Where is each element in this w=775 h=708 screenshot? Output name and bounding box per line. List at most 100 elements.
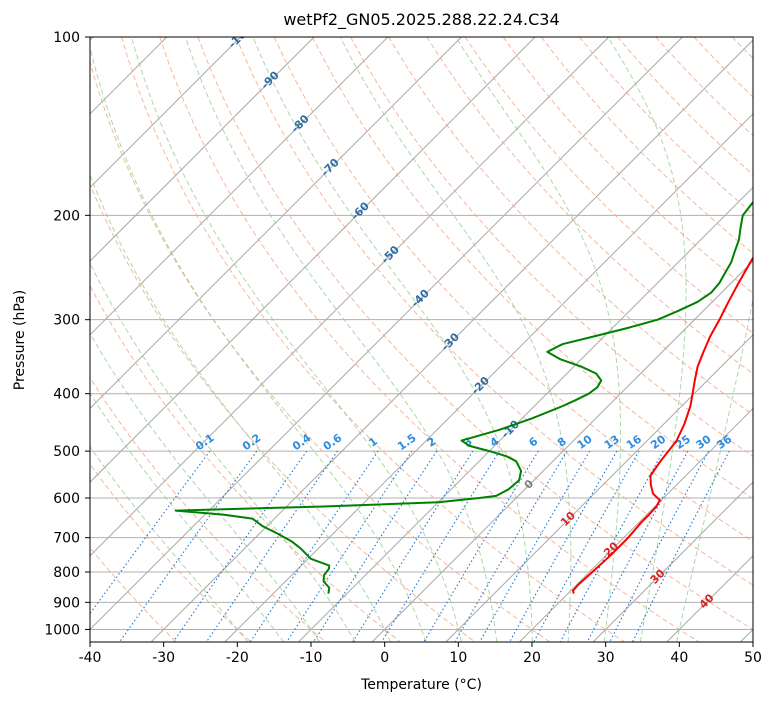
x-tick-label: 0 bbox=[380, 650, 389, 666]
moist-adiabat bbox=[90, 173, 392, 642]
moist-adiabat bbox=[676, 296, 753, 642]
dry-adiabat bbox=[90, 182, 476, 642]
mixing-ratio-label: 16 bbox=[624, 432, 644, 452]
dry-adiabat bbox=[502, 37, 753, 294]
isotherm-line bbox=[740, 628, 753, 642]
moist-adiabat bbox=[131, 37, 462, 642]
moist-adiabat bbox=[90, 445, 249, 642]
background-lines bbox=[90, 37, 775, 642]
dry-adiabat bbox=[90, 546, 177, 642]
dry-adiabat bbox=[617, 37, 753, 176]
mixing-ratio-line bbox=[632, 450, 730, 642]
mixing-ratio-label: 0.1 bbox=[193, 431, 216, 453]
isotherm-line bbox=[90, 37, 389, 336]
y-tick-label: 900 bbox=[53, 595, 80, 611]
mixing-ratio-line bbox=[249, 450, 379, 642]
dry-adiabat bbox=[121, 37, 625, 642]
y-tick-label: 1000 bbox=[44, 622, 80, 638]
isotherm-line bbox=[90, 37, 241, 189]
mixing-ratio-label: 1.5 bbox=[395, 431, 418, 453]
mixing-ratio-line bbox=[90, 450, 211, 615]
y-tick-label: 600 bbox=[53, 491, 80, 507]
y-tick-label: 700 bbox=[53, 531, 80, 547]
mixing-ratio-label: 20 bbox=[648, 432, 668, 452]
dry-adiabat bbox=[197, 37, 753, 631]
dry-adiabat bbox=[90, 284, 401, 642]
mixing-ratio-line bbox=[205, 450, 338, 642]
isotherm-line bbox=[90, 37, 610, 557]
mixing-ratio-line bbox=[119, 450, 258, 642]
isotherm-line bbox=[371, 260, 753, 642]
dry-adiabat bbox=[90, 376, 326, 642]
dewpoint-profile bbox=[174, 200, 753, 594]
x-tick-label: 20 bbox=[523, 650, 541, 666]
isotherm-line bbox=[150, 39, 753, 642]
mixing-ratio-label: 2 bbox=[425, 435, 439, 450]
x-tick-label: -10 bbox=[300, 650, 323, 666]
x-tick-label: 40 bbox=[670, 650, 688, 666]
isotherm-line bbox=[90, 37, 462, 410]
mixing-ratio-line bbox=[381, 450, 500, 642]
isotherm-line bbox=[90, 37, 315, 262]
mixing-ratio-label: 30 bbox=[693, 432, 713, 452]
isotherm-line bbox=[90, 37, 683, 631]
plot-frame bbox=[89, 36, 754, 643]
dry-adiabat bbox=[770, 37, 775, 642]
moist-adiabat bbox=[252, 37, 533, 642]
x-axis: -40 -30 -20 -10 0 10 20 30 40 50 bbox=[79, 642, 762, 666]
moist-adiabat bbox=[90, 262, 356, 642]
x-tick-label: -40 bbox=[79, 650, 102, 666]
moist-adiabat bbox=[607, 37, 687, 642]
y-axis: 100 200 300 400 500 600 700 800 900 1000 bbox=[44, 30, 90, 638]
mixing-ratio-line bbox=[172, 450, 308, 642]
dry-adiabat bbox=[540, 37, 753, 254]
mixing-ratio-label: 0.6 bbox=[321, 431, 345, 453]
chart-title: wetPf2_GN05.2025.288.22.24.C34 bbox=[283, 10, 560, 29]
isotherm-line bbox=[519, 407, 753, 642]
moist-adiabat bbox=[339, 37, 572, 642]
mixing-ratio-line bbox=[423, 450, 539, 642]
temperature-profile bbox=[572, 255, 753, 594]
y-tick-label: 500 bbox=[53, 444, 80, 460]
mixing-ratio-label: 10 bbox=[575, 432, 595, 452]
isotherm-line bbox=[666, 555, 753, 642]
dry-adiabat bbox=[90, 60, 551, 642]
mixing-ratio-label: 6 bbox=[526, 435, 540, 450]
mixing-ratio-label: 36 bbox=[714, 432, 734, 452]
y-axis-label: Pressure (hPa) bbox=[12, 289, 28, 391]
x-tick-label: 10 bbox=[449, 650, 467, 666]
dry-adiabat bbox=[90, 463, 252, 642]
isotherm-line bbox=[445, 334, 753, 642]
dry-adiabat bbox=[426, 37, 753, 375]
isotherm-line bbox=[592, 481, 753, 642]
y-tick-label: 800 bbox=[53, 565, 80, 581]
mixing-ratio-line bbox=[313, 450, 438, 642]
dry-adiabat bbox=[159, 37, 700, 642]
dry-adiabat bbox=[311, 37, 753, 500]
dry-adiabat bbox=[693, 37, 753, 98]
mixing-ratio-line bbox=[609, 450, 709, 642]
profiles bbox=[174, 200, 753, 594]
mixing-ratio-line bbox=[479, 450, 591, 642]
mixing-ratio-label: 0.2 bbox=[240, 431, 263, 453]
dry-adiabat bbox=[273, 37, 753, 543]
x-tick-label: -20 bbox=[226, 650, 249, 666]
mixing-ratio-label: 1 bbox=[366, 435, 380, 450]
mixing-ratio-line bbox=[509, 450, 618, 642]
dry-adiabat bbox=[388, 37, 753, 416]
moist-adiabat bbox=[184, 37, 498, 642]
isotherm-line bbox=[224, 113, 753, 642]
x-tick-label: -30 bbox=[152, 650, 175, 666]
x-tick-label: 50 bbox=[744, 650, 762, 666]
x-axis-label: Temperature (°C) bbox=[361, 677, 482, 693]
y-tick-label: 300 bbox=[53, 313, 80, 329]
mixing-ratio-line bbox=[286, 450, 413, 642]
mixing-ratio-line bbox=[533, 450, 640, 642]
dry-adiabat bbox=[350, 37, 753, 457]
mixing-ratio-label: 0.4 bbox=[290, 431, 314, 453]
y-tick-label: 400 bbox=[53, 387, 80, 403]
dry-adiabat bbox=[464, 37, 753, 334]
y-tick-label: 200 bbox=[53, 208, 80, 224]
